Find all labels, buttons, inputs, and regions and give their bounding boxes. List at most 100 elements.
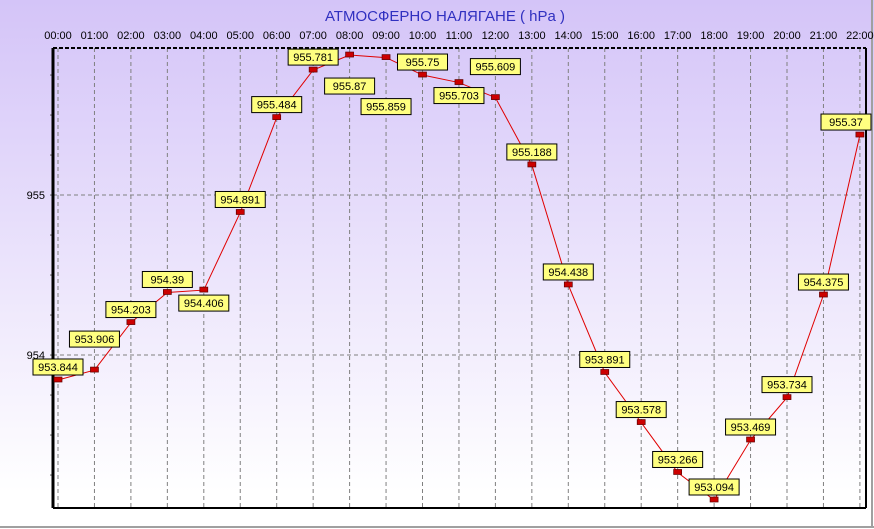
data-label-text: 953.266 (658, 454, 698, 466)
data-point-marker (53, 376, 63, 383)
data-point-marker (563, 281, 573, 288)
data-label-box (68, 330, 120, 348)
data-point-marker (418, 71, 427, 78)
data-label: 954.406 (178, 294, 230, 312)
data-point-marker (709, 496, 719, 503)
data-label-text: 954.438 (548, 267, 588, 279)
x-tick-label: 12:00 (482, 30, 510, 42)
data-point-marker (381, 54, 391, 60)
data-label: 954.203 (105, 301, 157, 319)
data-label: 954.891 (214, 190, 266, 208)
data-label-box (542, 263, 594, 281)
data-label: 953.844 (32, 358, 84, 376)
data-label: 953.906 (68, 330, 120, 348)
data-point-marker (235, 209, 245, 215)
bottom-margin (0, 508, 874, 529)
data-point-marker (527, 161, 537, 168)
x-tick-label: 10:00 (409, 30, 437, 42)
x-tick-label: 07:00 (299, 30, 327, 42)
data-label-text: 955.188 (512, 147, 552, 159)
x-tick-label: 11:00 (446, 30, 473, 42)
data-label: 953.578 (615, 401, 667, 419)
y-tick-label: 955 (27, 190, 45, 202)
chart-title: АТМОСФЕРНО НАЛЯГАНЕ ( hPa ) (325, 8, 565, 25)
x-tick-label: 01:00 (81, 30, 109, 42)
data-label: 955.87 (324, 77, 376, 95)
data-label-box (251, 96, 303, 114)
x-tick-label: 18:00 (700, 30, 728, 42)
data-point-marker (636, 419, 646, 425)
data-label-text: 953.891 (585, 354, 625, 366)
axes-layer: 00:00 01:00 02:00 03:00 04:00 05:00 06:00 07:00… (27, 30, 874, 509)
data-label-box (652, 450, 704, 468)
data-label: 955.781 (287, 48, 339, 66)
data-label-box (469, 58, 521, 76)
x-tick-label: 19:00 (737, 30, 765, 42)
data-label-box (141, 270, 193, 288)
data-label-box (32, 358, 84, 376)
data-label: 955.188 (506, 143, 558, 161)
data-point-marker (454, 79, 464, 85)
data-label: 954.39 (141, 270, 193, 288)
x-tick-label: 21:00 (810, 30, 838, 42)
data-point-marker (199, 286, 209, 293)
x-tick-label: 13:00 (518, 30, 546, 42)
data-label-box (761, 376, 813, 394)
data-label-text: 953.844 (38, 362, 78, 374)
data-label-text: 954.203 (111, 305, 151, 317)
data-label-box (105, 301, 157, 319)
data-label-text: 955.859 (366, 102, 406, 114)
x-tick-label: 15:00 (591, 30, 619, 42)
data-label-text: 955.484 (257, 100, 297, 112)
data-label: 953.469 (725, 418, 777, 436)
data-label-text: 955.781 (293, 52, 333, 64)
data-point-marker (782, 394, 792, 400)
data-point-marker (163, 289, 172, 295)
data-label-text: 954.375 (804, 277, 844, 289)
data-label-text: 953.578 (621, 405, 661, 417)
data-label-text: 953.734 (767, 380, 807, 392)
data-point-marker (746, 436, 755, 443)
data-label-text: 954.891 (220, 194, 260, 206)
data-label: 955.484 (251, 96, 303, 114)
data-point-marker (90, 366, 99, 373)
data-label-box (214, 190, 266, 208)
x-tick-label: 06:00 (263, 30, 291, 42)
data-label: 955.703 (433, 87, 485, 105)
data-label-box (797, 273, 849, 291)
data-point-marker (272, 114, 282, 120)
x-tick-label: 20:00 (773, 30, 801, 42)
x-tick-label: 22:00 (846, 30, 874, 42)
data-label-box (725, 418, 777, 436)
x-tick-label: 08:00 (336, 30, 364, 42)
x-tick-label: 17:00 (664, 30, 692, 42)
x-tick-label: 02:00 (117, 30, 145, 42)
x-tick-label: 16:00 (627, 30, 655, 42)
data-label-text: 953.906 (75, 334, 115, 346)
data-point-marker (345, 51, 354, 58)
data-point-marker (855, 131, 865, 138)
data-label-box (324, 77, 376, 95)
data-label: 955.37 (820, 113, 872, 131)
data-label-box (178, 294, 230, 312)
x-tick-label: 09:00 (372, 30, 400, 42)
data-label-box (688, 478, 740, 496)
data-label-box (615, 401, 667, 419)
data-point-marker (308, 66, 318, 73)
data-label: 955.859 (360, 98, 412, 116)
data-label-text: 955.87 (333, 81, 367, 93)
data-label: 954.438 (542, 263, 594, 281)
data-label-text: 955.703 (439, 91, 479, 103)
x-tick-label: 14:00 (555, 30, 583, 42)
data-label-text: 954.39 (151, 274, 185, 286)
data-label-text: 953.469 (731, 422, 771, 434)
data-label-box (820, 113, 872, 131)
data-label: 953.891 (579, 350, 631, 368)
data-label: 953.094 (688, 478, 740, 496)
data-label-box (360, 98, 412, 116)
data-label: 954.375 (797, 273, 849, 291)
data-label-text: 953.094 (694, 482, 734, 494)
data-labels-layer: 953.844 953.906 954.203 954.39 954.406 954.89… (32, 48, 872, 496)
